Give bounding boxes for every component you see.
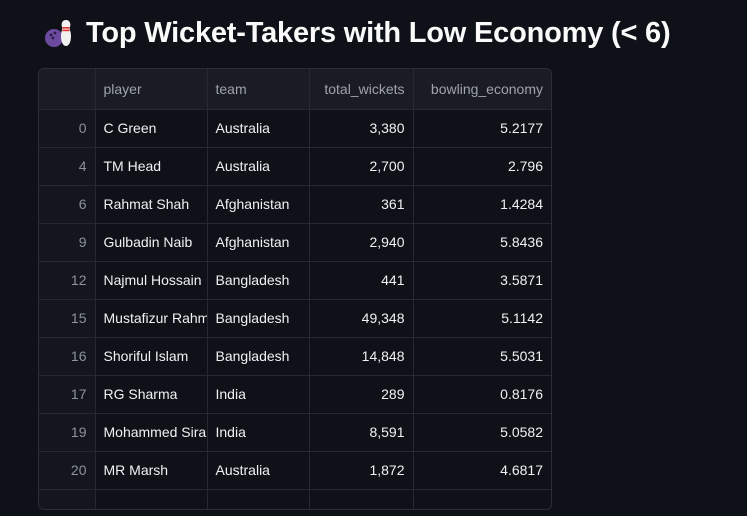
- row-index: 4: [39, 147, 96, 186]
- column-header-bowling-economy[interactable]: bowling_economy: [413, 69, 551, 110]
- cell-team[interactable]: Bangladesh: [207, 299, 310, 338]
- cell-bowling-economy[interactable]: 2.796: [413, 147, 551, 186]
- cell-bowling-economy[interactable]: 3.5871: [413, 261, 551, 300]
- cell-team[interactable]: India: [207, 375, 310, 414]
- table-row[interactable]: 16 Shoriful Islam Bangladesh 14,848 5.50…: [39, 337, 551, 376]
- row-index: 17: [39, 375, 96, 414]
- row-index: 12: [39, 261, 96, 300]
- cell-bowling-economy[interactable]: 5.8436: [413, 223, 551, 262]
- cell-team[interactable]: Afghanistan: [207, 223, 310, 262]
- table-row[interactable]: 12 Najmul Hossain Bangladesh 441 3.5871: [39, 261, 551, 300]
- table-row[interactable]: 17 RG Sharma India 289 0.8176: [39, 375, 551, 414]
- column-header-player[interactable]: player: [95, 69, 208, 110]
- cell-team[interactable]: Bangladesh: [207, 337, 310, 376]
- row-index-partial: [39, 489, 96, 509]
- cell-team[interactable]: Australia: [207, 109, 310, 148]
- cell-team[interactable]: Afghanistan: [207, 185, 310, 224]
- table-row-partial: [39, 489, 551, 509]
- cell-team[interactable]: India: [207, 413, 310, 452]
- cell-bowling-economy[interactable]: 5.2177: [413, 109, 551, 148]
- cell-player[interactable]: C Green: [95, 109, 208, 148]
- cell-total-wickets[interactable]: 8,591: [309, 413, 414, 452]
- cell-total-wickets[interactable]: 49,348: [309, 299, 414, 338]
- cell-player[interactable]: Mustafizur Rahm: [95, 299, 208, 338]
- cell-partial: [413, 489, 551, 509]
- table-row[interactable]: 0 C Green Australia 3,380 5.2177: [39, 109, 551, 148]
- data-table[interactable]: player team total_wickets bowling_econom…: [38, 68, 552, 510]
- cell-total-wickets[interactable]: 361: [309, 185, 414, 224]
- table-header-row: player team total_wickets bowling_econom…: [39, 69, 551, 110]
- row-index: 19: [39, 413, 96, 452]
- index-column-header: [39, 69, 96, 110]
- cell-bowling-economy[interactable]: 5.5031: [413, 337, 551, 376]
- cell-player[interactable]: Shoriful Islam: [95, 337, 208, 376]
- table-row[interactable]: 6 Rahmat Shah Afghanistan 361 1.4284: [39, 185, 551, 224]
- cell-total-wickets[interactable]: 441: [309, 261, 414, 300]
- table-row[interactable]: 9 Gulbadin Naib Afghanistan 2,940 5.8436: [39, 223, 551, 262]
- cell-total-wickets[interactable]: 289: [309, 375, 414, 414]
- row-index: 16: [39, 337, 96, 376]
- cell-bowling-economy[interactable]: 5.1142: [413, 299, 551, 338]
- table-body: 0 C Green Australia 3,380 5.2177 4 TM He…: [39, 109, 551, 509]
- page-title: Top Wicket-Takers with Low Economy (< 6): [86, 16, 671, 49]
- cell-total-wickets[interactable]: 3,380: [309, 109, 414, 148]
- row-index: 6: [39, 185, 96, 224]
- cell-team[interactable]: Australia: [207, 451, 310, 490]
- cell-total-wickets[interactable]: 14,848: [309, 337, 414, 376]
- cell-team[interactable]: Bangladesh: [207, 261, 310, 300]
- cell-bowling-economy[interactable]: 5.0582: [413, 413, 551, 452]
- table-row[interactable]: 19 Mohammed Sira India 8,591 5.0582: [39, 413, 551, 452]
- cell-player[interactable]: Gulbadin Naib: [95, 223, 208, 262]
- row-index: 0: [39, 109, 96, 148]
- cell-player[interactable]: TM Head: [95, 147, 208, 186]
- cell-total-wickets[interactable]: 1,872: [309, 451, 414, 490]
- cell-total-wickets[interactable]: 2,940: [309, 223, 414, 262]
- cell-team[interactable]: Australia: [207, 147, 310, 186]
- cell-bowling-economy[interactable]: 0.8176: [413, 375, 551, 414]
- row-index: 9: [39, 223, 96, 262]
- cell-total-wickets[interactable]: 2,700: [309, 147, 414, 186]
- cell-bowling-economy[interactable]: 1.4284: [413, 185, 551, 224]
- bowling-icon: [44, 17, 76, 49]
- cell-partial: [95, 489, 208, 509]
- cell-bowling-economy[interactable]: 4.6817: [413, 451, 551, 490]
- column-header-team[interactable]: team: [207, 69, 310, 110]
- cell-player[interactable]: Mohammed Sira: [95, 413, 208, 452]
- cell-player[interactable]: Rahmat Shah: [95, 185, 208, 224]
- table-row[interactable]: 20 MR Marsh Australia 1,872 4.6817: [39, 451, 551, 490]
- column-header-total-wickets[interactable]: total_wickets: [309, 69, 414, 110]
- cell-partial: [309, 489, 414, 509]
- row-index: 15: [39, 299, 96, 338]
- cell-player[interactable]: MR Marsh: [95, 451, 208, 490]
- table-row[interactable]: 4 TM Head Australia 2,700 2.796: [39, 147, 551, 186]
- cell-player[interactable]: RG Sharma: [95, 375, 208, 414]
- cell-player[interactable]: Najmul Hossain: [95, 261, 208, 300]
- cell-partial: [207, 489, 310, 509]
- table-row[interactable]: 15 Mustafizur Rahm Bangladesh 49,348 5.1…: [39, 299, 551, 338]
- row-index: 20: [39, 451, 96, 490]
- page-header: Top Wicket-Takers with Low Economy (< 6): [44, 12, 671, 54]
